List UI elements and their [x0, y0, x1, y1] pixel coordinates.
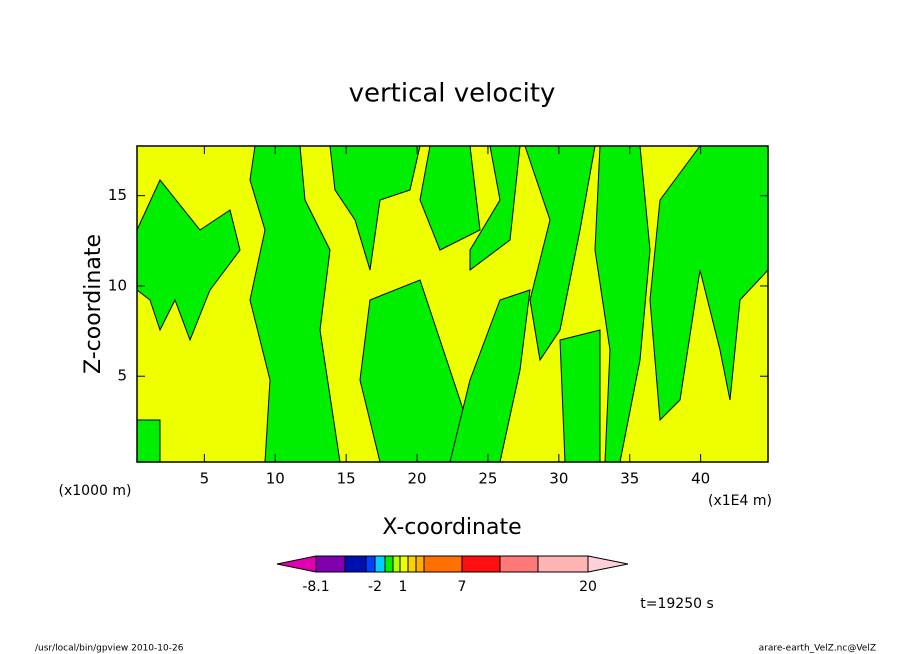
- colorbar-arrow: [276, 555, 317, 573]
- colorbar-box: [365, 555, 376, 573]
- contour-region: [559, 329, 601, 463]
- footer-right: arare-earth_VelZ.nc@VelZ: [759, 644, 876, 654]
- colorbar-box: [384, 555, 394, 573]
- contour-region: [329, 145, 421, 271]
- contour-region: [524, 145, 596, 362]
- x-tick-label: 10: [266, 470, 285, 488]
- x-axis-title: X-coordinate: [382, 515, 521, 540]
- colorbar-box: [344, 555, 367, 573]
- x-tick-label: 30: [549, 470, 568, 488]
- time-label: t=19250 s: [640, 596, 714, 612]
- contour-region: [136, 179, 241, 342]
- colorbar-box: [499, 555, 539, 573]
- y-tick-label: 5: [117, 367, 127, 385]
- y-tick-label: 10: [108, 276, 127, 294]
- colorbar-box: [407, 555, 417, 573]
- y-unit: (x1000 m): [59, 483, 132, 499]
- colorbar-box: [399, 555, 409, 573]
- colorbar-label: 20: [579, 579, 597, 595]
- colorbar-box: [315, 555, 346, 573]
- colorbar-label: 1: [399, 579, 408, 595]
- contour-region: [136, 419, 161, 463]
- colorbar-box: [423, 555, 463, 573]
- colorbar-box: [415, 555, 425, 573]
- footer-left: /usr/local/bin/gpview 2010-10-26: [35, 644, 184, 654]
- plot-frame: [136, 145, 769, 463]
- x-tick-label: 25: [478, 470, 497, 488]
- x-tick-label: 40: [691, 470, 710, 488]
- y-axis-title: Z-coordinate: [81, 234, 106, 374]
- colorbar-box: [374, 555, 386, 573]
- colorbar-label: -2: [368, 579, 382, 595]
- x-tick-label: 20: [408, 470, 427, 488]
- colorbar-box: [537, 555, 589, 573]
- x-tick-label: 15: [337, 470, 356, 488]
- colorbar-label: 7: [458, 579, 467, 595]
- x-tick-label: 35: [620, 470, 639, 488]
- colorbar-label: -8.1: [302, 579, 329, 595]
- colorbar: -8.1 -2 1 7 20: [276, 555, 629, 595]
- colorbar-box: [461, 555, 501, 573]
- x-tick-label: 5: [200, 470, 210, 488]
- y-tick-label: 15: [108, 186, 127, 204]
- contour-field: [136, 145, 769, 463]
- colorbar-arrow: [587, 555, 629, 573]
- colorbar-box: [392, 555, 401, 573]
- chart-title: vertical velocity: [349, 79, 556, 109]
- x-unit: (x1E4 m): [708, 493, 772, 509]
